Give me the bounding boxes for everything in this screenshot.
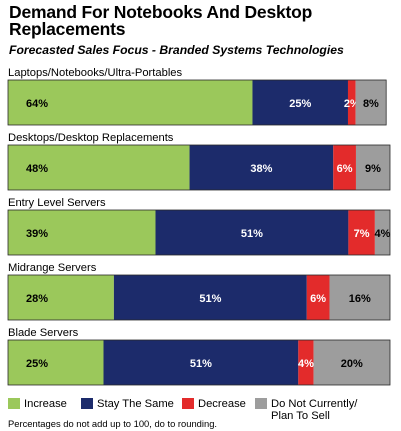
- value-label-do-not: 9%: [365, 163, 381, 175]
- bar-segment-do-not: [355, 145, 390, 190]
- value-label-stay-the-same: 25%: [289, 98, 311, 110]
- value-label-do-not: 4%: [374, 228, 390, 240]
- category-label: Midrange Servers: [8, 262, 97, 274]
- category-label: Blade Servers: [8, 327, 79, 339]
- chart-title: Demand For Notebooks And Desktop Replace…: [9, 2, 313, 39]
- bar-segment-stay-the-same: [189, 145, 334, 190]
- legend-label-do-not: Do Not Currently/ Plan To Sell: [271, 398, 357, 422]
- bar-segment-increase: [8, 340, 104, 385]
- value-label-stay-the-same: 51%: [190, 358, 212, 370]
- legend-label-stay-the-same: Stay The Same: [97, 398, 174, 410]
- bar-segment-increase: [8, 145, 190, 190]
- bar-segment-increase: [8, 275, 114, 320]
- bar-outline: [7, 144, 391, 191]
- bar-segment-do-not: [374, 210, 390, 255]
- value-label-decrease: 6%: [337, 163, 353, 175]
- bar-segment-do-not: [329, 275, 390, 320]
- legend-label-do-not-line2: Plan To Sell: [271, 410, 330, 422]
- legend-swatch-decrease: [182, 398, 194, 409]
- legend-swatch-stay-the-same: [81, 398, 93, 409]
- bar-outline: [7, 79, 387, 126]
- bar-segment-stay-the-same: [113, 275, 307, 320]
- bar-segment-decrease: [306, 275, 330, 320]
- value-label-increase: 25%: [26, 358, 48, 370]
- value-label-stay-the-same: 51%: [199, 293, 221, 305]
- value-label-increase: 64%: [26, 98, 48, 110]
- value-label-do-not: 16%: [349, 293, 371, 305]
- bar-segment-increase: [8, 80, 253, 125]
- value-label-stay-the-same: 51%: [241, 228, 263, 240]
- bar-outline: [7, 339, 391, 386]
- bar-segment-stay-the-same: [155, 210, 349, 255]
- bar-segment-decrease: [298, 340, 314, 385]
- bar-segment-decrease: [348, 210, 375, 255]
- bar-segment-do-not: [313, 340, 390, 385]
- category-label: Desktops/Desktop Replacements: [8, 132, 174, 144]
- bar-outline: [7, 274, 391, 321]
- legend-label-do-not-line1: Do Not Currently/: [271, 398, 358, 410]
- bar-outline: [7, 209, 391, 256]
- legend-swatch-do-not: [255, 398, 267, 409]
- bar-segment-decrease: [333, 145, 356, 190]
- value-label-stay-the-same: 38%: [250, 163, 272, 175]
- bar-segment-increase: [8, 210, 156, 255]
- bar-segment-do-not: [355, 80, 387, 125]
- legend-swatch-increase: [8, 398, 20, 409]
- category-label: Laptops/Notebooks/Ultra-Portables: [8, 67, 183, 79]
- bar-segment-stay-the-same: [252, 80, 348, 125]
- bar-segment-decrease: [347, 80, 356, 125]
- category-label: Entry Level Servers: [8, 197, 106, 209]
- value-label-decrease: 6%: [310, 293, 326, 305]
- value-label-increase: 48%: [26, 163, 48, 175]
- value-label-do-not: 20%: [341, 358, 363, 370]
- bar-segment-stay-the-same: [103, 340, 299, 385]
- value-label-increase: 39%: [26, 228, 48, 240]
- value-label-do-not: 8%: [363, 98, 379, 110]
- legend-label-decrease: Decrease: [198, 398, 246, 410]
- footnote: Percentages do not add up to 100, do to …: [8, 418, 218, 429]
- chart-subtitle: Forecasted Sales Focus - Branded Systems…: [9, 43, 344, 57]
- legend-label-increase: Increase: [24, 398, 67, 410]
- value-label-decrease: 4%: [298, 358, 314, 370]
- value-label-increase: 28%: [26, 293, 48, 305]
- value-label-decrease: 7%: [354, 228, 370, 240]
